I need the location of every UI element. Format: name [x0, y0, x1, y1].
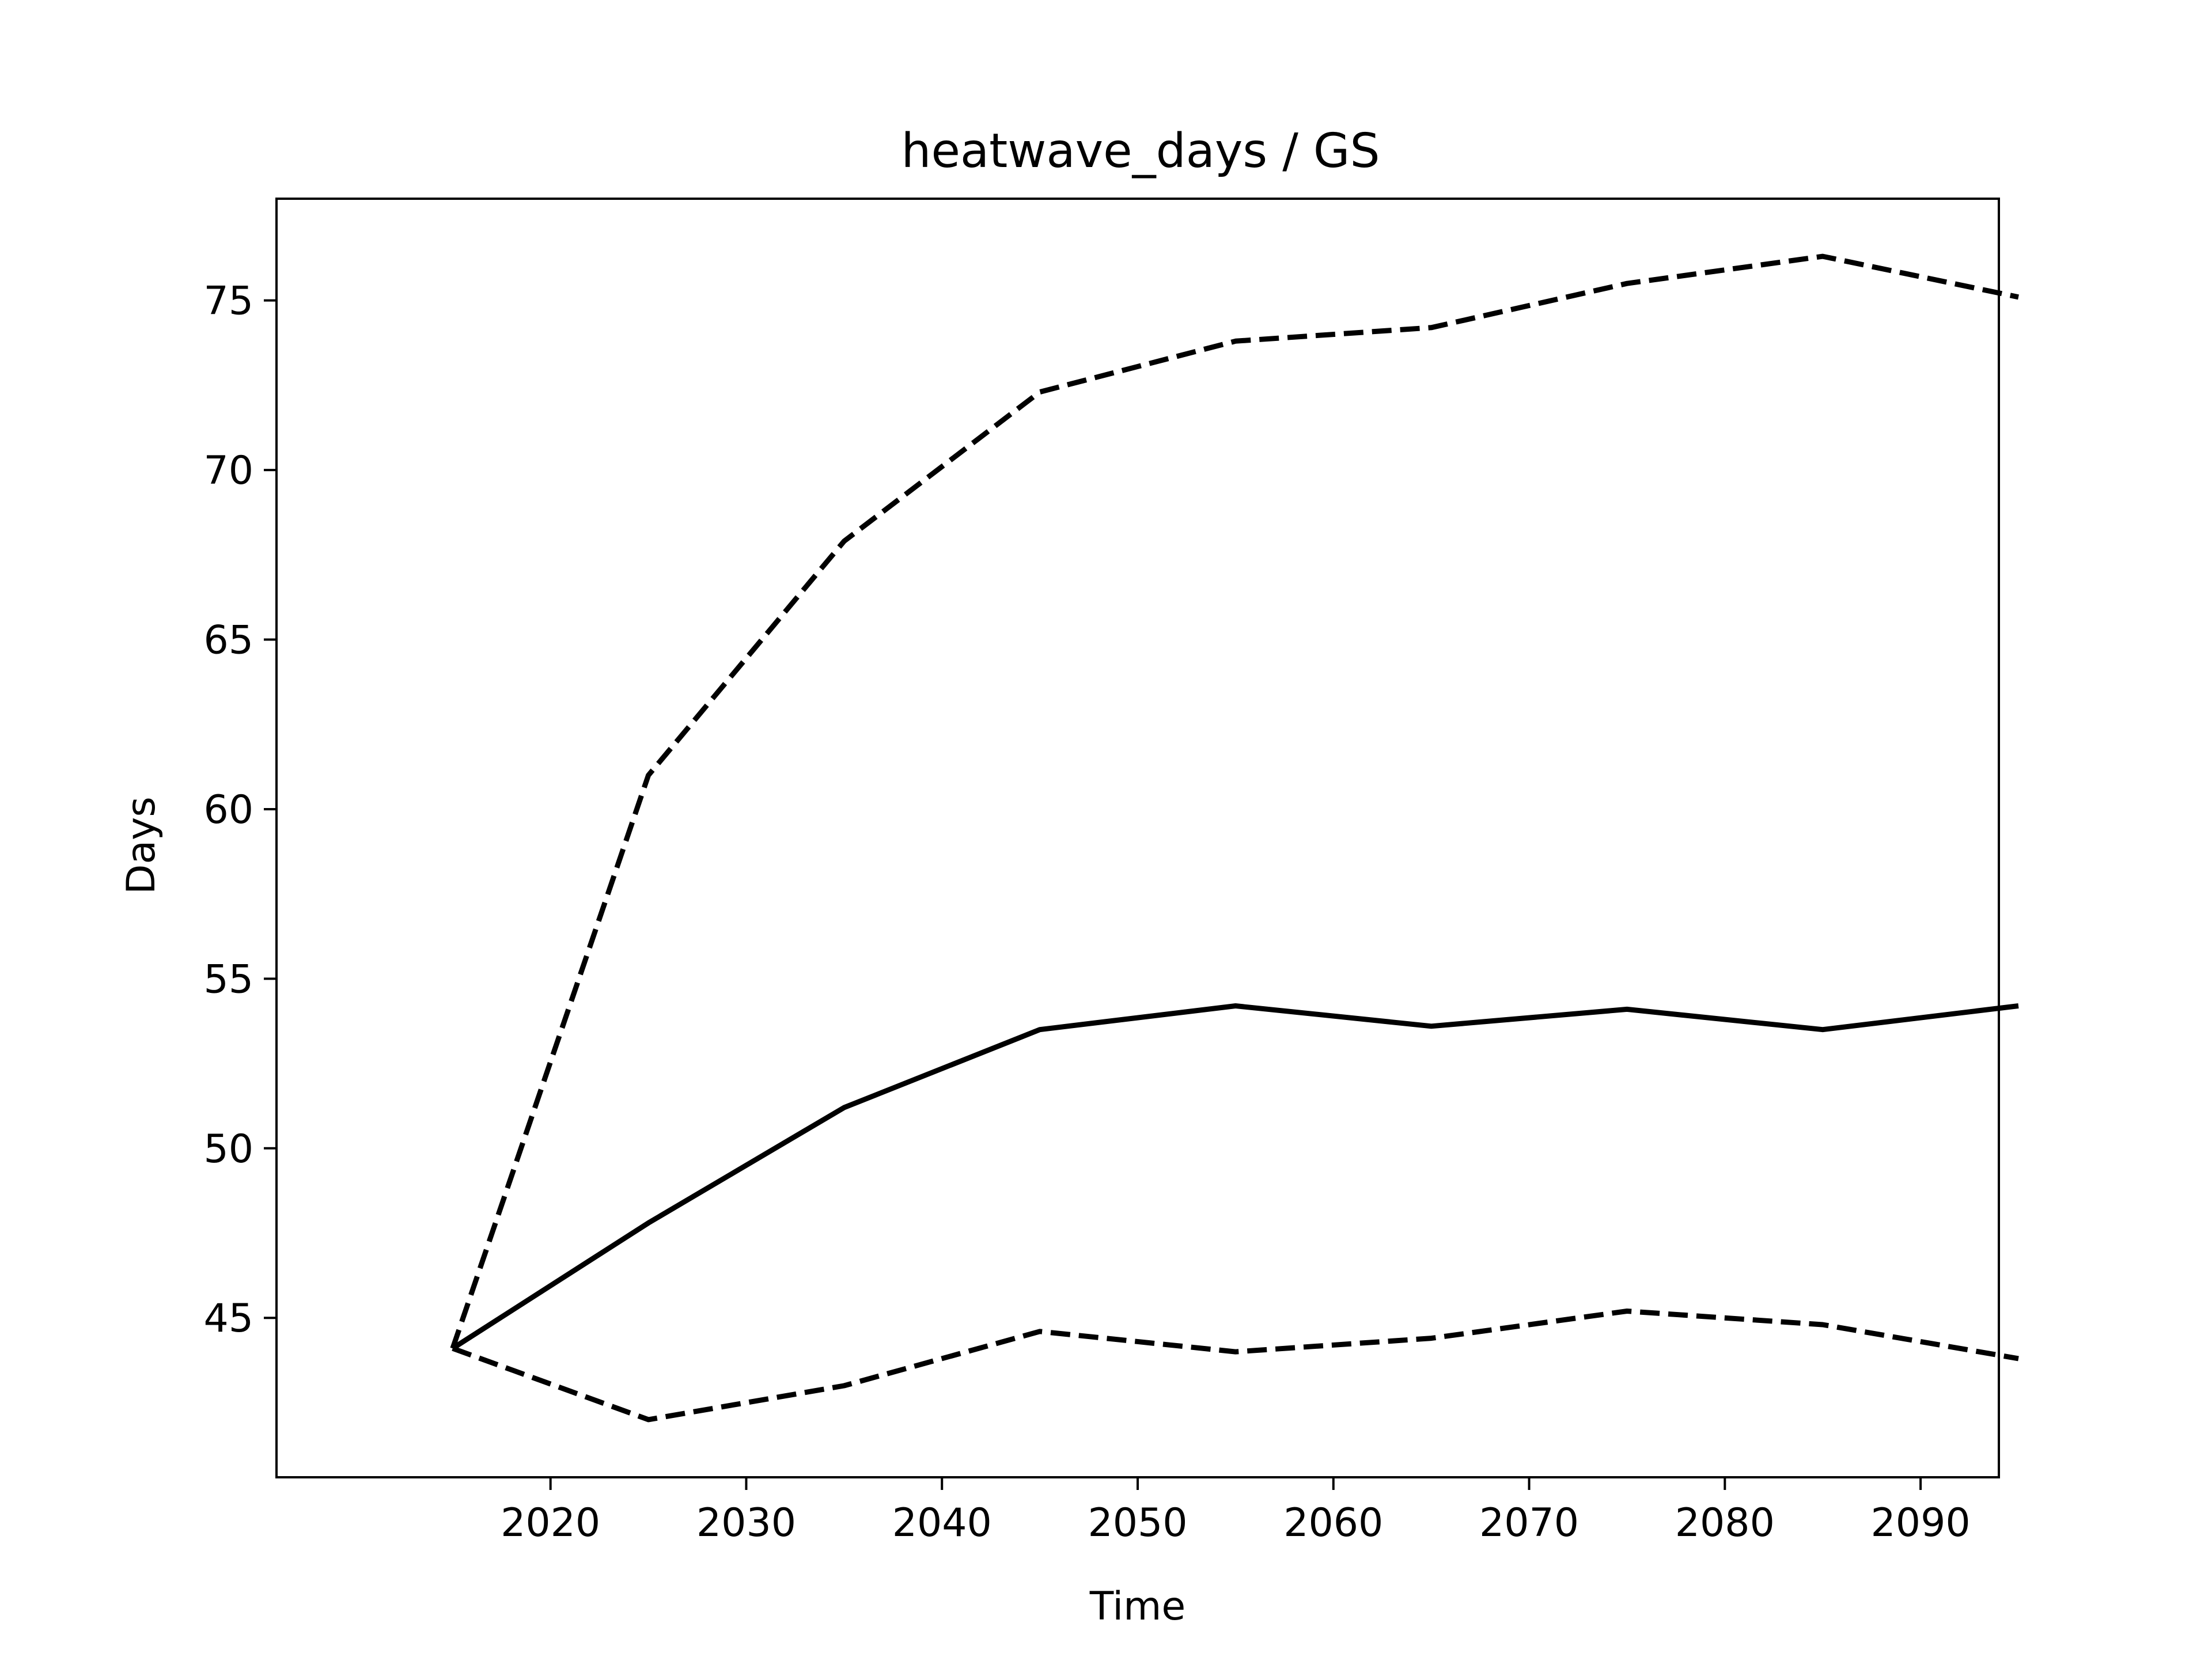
y-tick-label: 60: [203, 787, 253, 833]
x-tick-label: 2080: [1675, 1500, 1775, 1546]
series-lines: [450, 253, 2019, 1423]
series-line-3-dashed: [452, 1309, 2019, 1423]
y-axis-label: Days: [119, 797, 164, 894]
x-axis-ticks: 2020 2030 2040 2050 2060 2070 2080 2090: [501, 1477, 1971, 1546]
x-axis-label: Time: [1089, 1584, 1185, 1629]
y-tick-label: 65: [203, 618, 253, 663]
x-tick-label: 2090: [1871, 1500, 1971, 1546]
y-tick-label: 75: [203, 279, 253, 324]
x-tick-label: 2070: [1479, 1500, 1579, 1546]
series-line-2-solid: [451, 1003, 2019, 1351]
x-tick-label: 2060: [1283, 1500, 1383, 1546]
y-tick-label: 55: [203, 957, 253, 1002]
series-line-1-dashed: [450, 253, 2019, 1349]
x-tick-label: 2050: [1088, 1500, 1187, 1546]
chart-title: heatwave_days / GS: [901, 124, 1380, 179]
x-tick-label: 2020: [501, 1500, 600, 1546]
axes-frame: [275, 198, 2000, 1478]
y-tick-label: 45: [203, 1296, 253, 1341]
x-tick-label: 2040: [892, 1500, 992, 1546]
y-tick-label: 70: [203, 448, 253, 494]
x-tick-label: 2030: [696, 1500, 796, 1546]
y-tick-label: 50: [203, 1127, 253, 1172]
y-axis-ticks: 45 50 55 60 65 70 75: [203, 279, 276, 1341]
